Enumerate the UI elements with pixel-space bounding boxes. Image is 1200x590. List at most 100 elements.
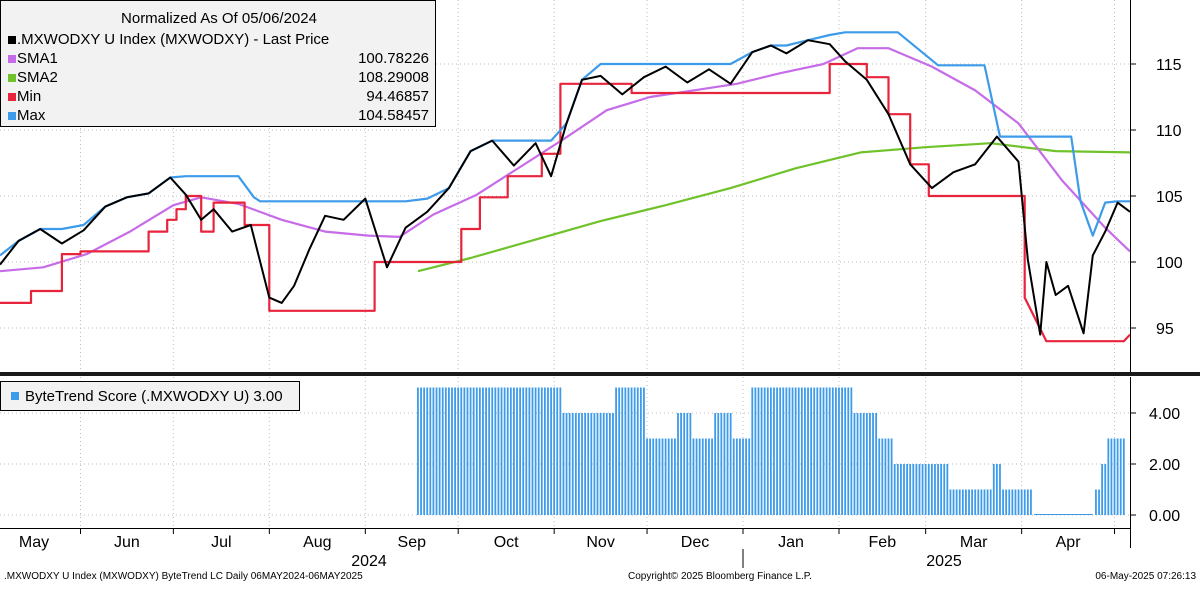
bytetrend-bar xyxy=(766,387,769,515)
bytetrend-bar xyxy=(1002,489,1004,515)
bytetrend-bar xyxy=(543,387,546,515)
bytetrend-bar xyxy=(695,438,698,515)
bytetrend-bar xyxy=(934,464,936,515)
bytetrend-bar xyxy=(816,387,819,515)
bytetrend-bar xyxy=(596,413,599,515)
bytetrend-bar xyxy=(906,464,908,515)
bytetrend-bar xyxy=(1030,489,1032,515)
bytetrend-bar xyxy=(971,489,974,515)
bytetrend-bar xyxy=(1023,489,1026,515)
bytetrend-bar xyxy=(838,387,840,515)
bytetrend-bar xyxy=(965,489,967,515)
bytetrend-bar xyxy=(497,387,500,515)
series-sma2-line xyxy=(417,142,1131,273)
bytetrend-bar xyxy=(1122,438,1125,515)
bytetrend-bar xyxy=(735,438,738,515)
bytetrend-bar xyxy=(949,489,952,515)
bytetrend-bar xyxy=(655,438,658,515)
x-tick-label: May xyxy=(19,534,49,551)
bytetrend-bar xyxy=(940,464,943,515)
bytetrend-bar xyxy=(974,489,977,515)
bytetrend-bar xyxy=(834,387,837,515)
bytetrend-bar xyxy=(995,464,998,515)
bytetrend-bar xyxy=(441,387,444,515)
bytetrend-bar xyxy=(708,438,710,515)
bytetrend-bar xyxy=(534,387,537,515)
bytetrend-bar xyxy=(869,413,871,515)
bytetrend-bar xyxy=(754,387,757,515)
bytetrend-bar xyxy=(444,387,447,515)
bytetrend-bar xyxy=(927,464,930,515)
bytetrend-bar xyxy=(621,387,624,515)
bytetrend-bar xyxy=(578,413,580,515)
bytetrend-bar xyxy=(698,438,701,515)
bytetrend-bar xyxy=(540,387,543,515)
x-tick-label: Feb xyxy=(869,534,897,551)
bytetrend-bar xyxy=(612,413,614,515)
legend-swatch-min xyxy=(8,93,16,101)
bytetrend-bar xyxy=(646,438,648,515)
year-label-2024: 2024 xyxy=(351,553,387,570)
bytetrend-bar xyxy=(701,438,704,515)
bytetrend-bar xyxy=(627,387,630,515)
bytetrend-bar xyxy=(856,413,859,515)
legend-label-min: Min xyxy=(17,88,42,105)
bytetrend-bar xyxy=(1107,438,1110,515)
bytetrend-bar xyxy=(714,413,717,515)
bytetrend-bar xyxy=(605,413,608,515)
bytetrend-bar xyxy=(482,387,484,515)
bytetrend-bar xyxy=(636,387,639,515)
x-tick-label: Aug xyxy=(303,534,331,551)
bytetrend-bar xyxy=(661,438,664,515)
bytetrend-bar xyxy=(677,413,679,515)
bytetrend-bar xyxy=(435,387,438,515)
bytetrend-bar xyxy=(1020,489,1023,515)
bytetrend-bar xyxy=(463,387,466,515)
legend-entry-sma1: SMA1 100.78226 xyxy=(8,50,429,69)
bytetrend-bar xyxy=(980,489,983,515)
bytetrend-bar xyxy=(720,413,723,515)
bytetrend-bar xyxy=(683,413,686,515)
y-tick-label-main: 115 xyxy=(1156,57,1182,74)
bytetrend-bar xyxy=(472,387,475,515)
bytetrend-bar xyxy=(884,438,887,515)
bytetrend-bar xyxy=(726,413,729,515)
bytetrend-bar xyxy=(1005,489,1008,515)
y-tick-label-sub: 2.00 xyxy=(1149,457,1180,474)
y-tick-label-sub: 4.00 xyxy=(1149,406,1180,423)
y-tick-label-main: 100 xyxy=(1156,255,1183,272)
bytetrend-bar xyxy=(717,413,720,515)
bytetrend-bar xyxy=(519,387,522,515)
bytetrend-bar xyxy=(1017,489,1020,515)
bytetrend-bar xyxy=(584,413,587,515)
bytetrend-bar xyxy=(438,387,441,515)
bytetrend-bar xyxy=(794,387,797,515)
bytetrend-bar xyxy=(528,387,531,515)
bytetrend-bar xyxy=(664,438,667,515)
bytetrend-bar xyxy=(1116,438,1119,515)
bytetrend-bar xyxy=(878,438,881,515)
bytetrend-bar xyxy=(1113,438,1116,515)
bytetrend-bar xyxy=(825,387,828,515)
footer-center: Copyright© 2025 Bloomberg Finance L.P. xyxy=(628,571,812,582)
bytetrend-bar xyxy=(630,387,633,515)
bytetrend-bar xyxy=(1008,489,1011,515)
bytetrend-bar xyxy=(1095,489,1097,515)
bytetrend-bar xyxy=(457,387,460,515)
bytetrend-bar xyxy=(429,387,432,515)
bytetrend-bar xyxy=(952,489,955,515)
bytetrend-bar xyxy=(478,387,481,515)
bytetrend-bar xyxy=(723,413,726,515)
bytetrend-bar xyxy=(509,387,512,515)
bytetrend-bar xyxy=(850,387,853,515)
bytetrend-bar xyxy=(807,387,809,515)
bytetrend-bar xyxy=(633,387,636,515)
bytetrend-bar xyxy=(804,387,806,515)
bytetrend-bar xyxy=(593,413,596,515)
bytetrend-bar xyxy=(550,387,552,515)
bytetrend-bar xyxy=(958,489,961,515)
bytetrend-bar xyxy=(522,387,525,515)
bytetrend-bar xyxy=(692,438,695,515)
bytetrend-bar xyxy=(608,413,611,515)
